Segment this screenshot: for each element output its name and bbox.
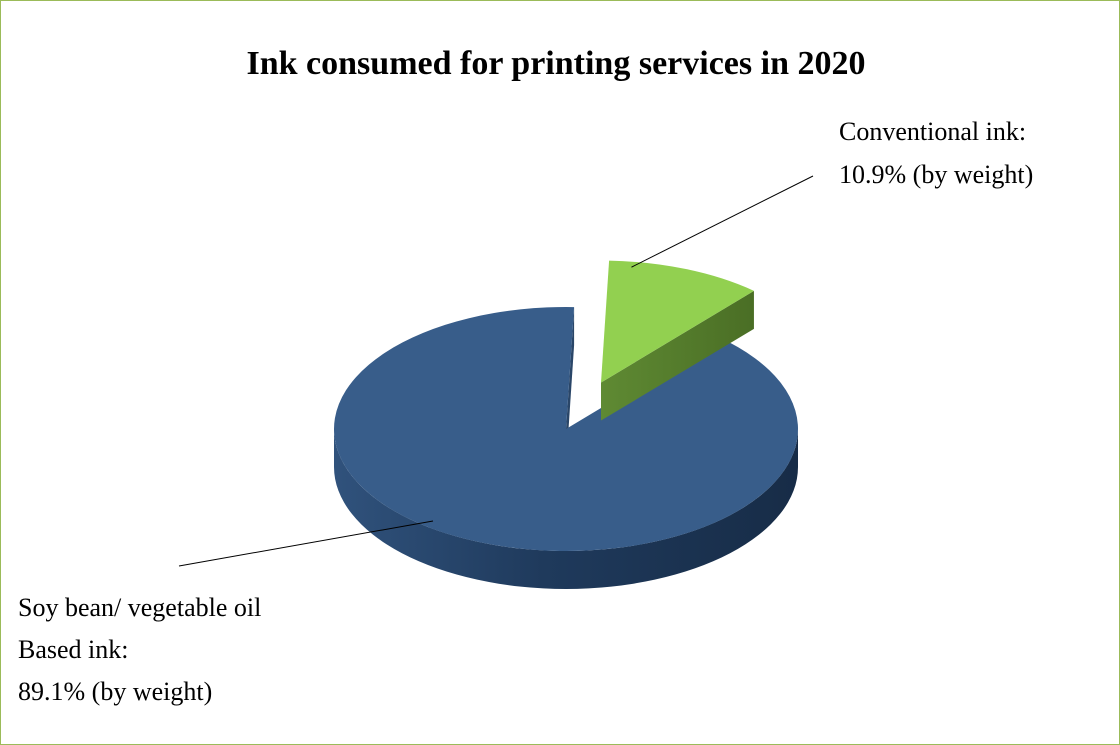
slice-label-line: Conventional ink: [839, 117, 1027, 146]
pie-slice-face-soy [566, 307, 575, 467]
leader-line-conventional [631, 175, 814, 268]
pie-slice-side-soy [334, 429, 798, 589]
pie-slice-face-conventional [601, 290, 754, 421]
slice-label-line: 10.9% (by weight) [839, 160, 1034, 189]
slice-label-soy: Soy bean/ vegetable oil Based ink: 89.1%… [18, 593, 261, 707]
chart-title: Ink consumed for printing services in 20… [246, 45, 866, 82]
pie-slice-conventional [601, 260, 754, 383]
slice-label-line: Based ink: [18, 635, 129, 664]
leader-line-soy [178, 520, 434, 567]
slice-label-conventional: Conventional ink: 10.9% (by weight) [839, 117, 1033, 190]
slice-label-line: Soy bean/ vegetable oil [18, 593, 262, 622]
slice-label-line: 89.1% (by weight) [18, 677, 213, 706]
